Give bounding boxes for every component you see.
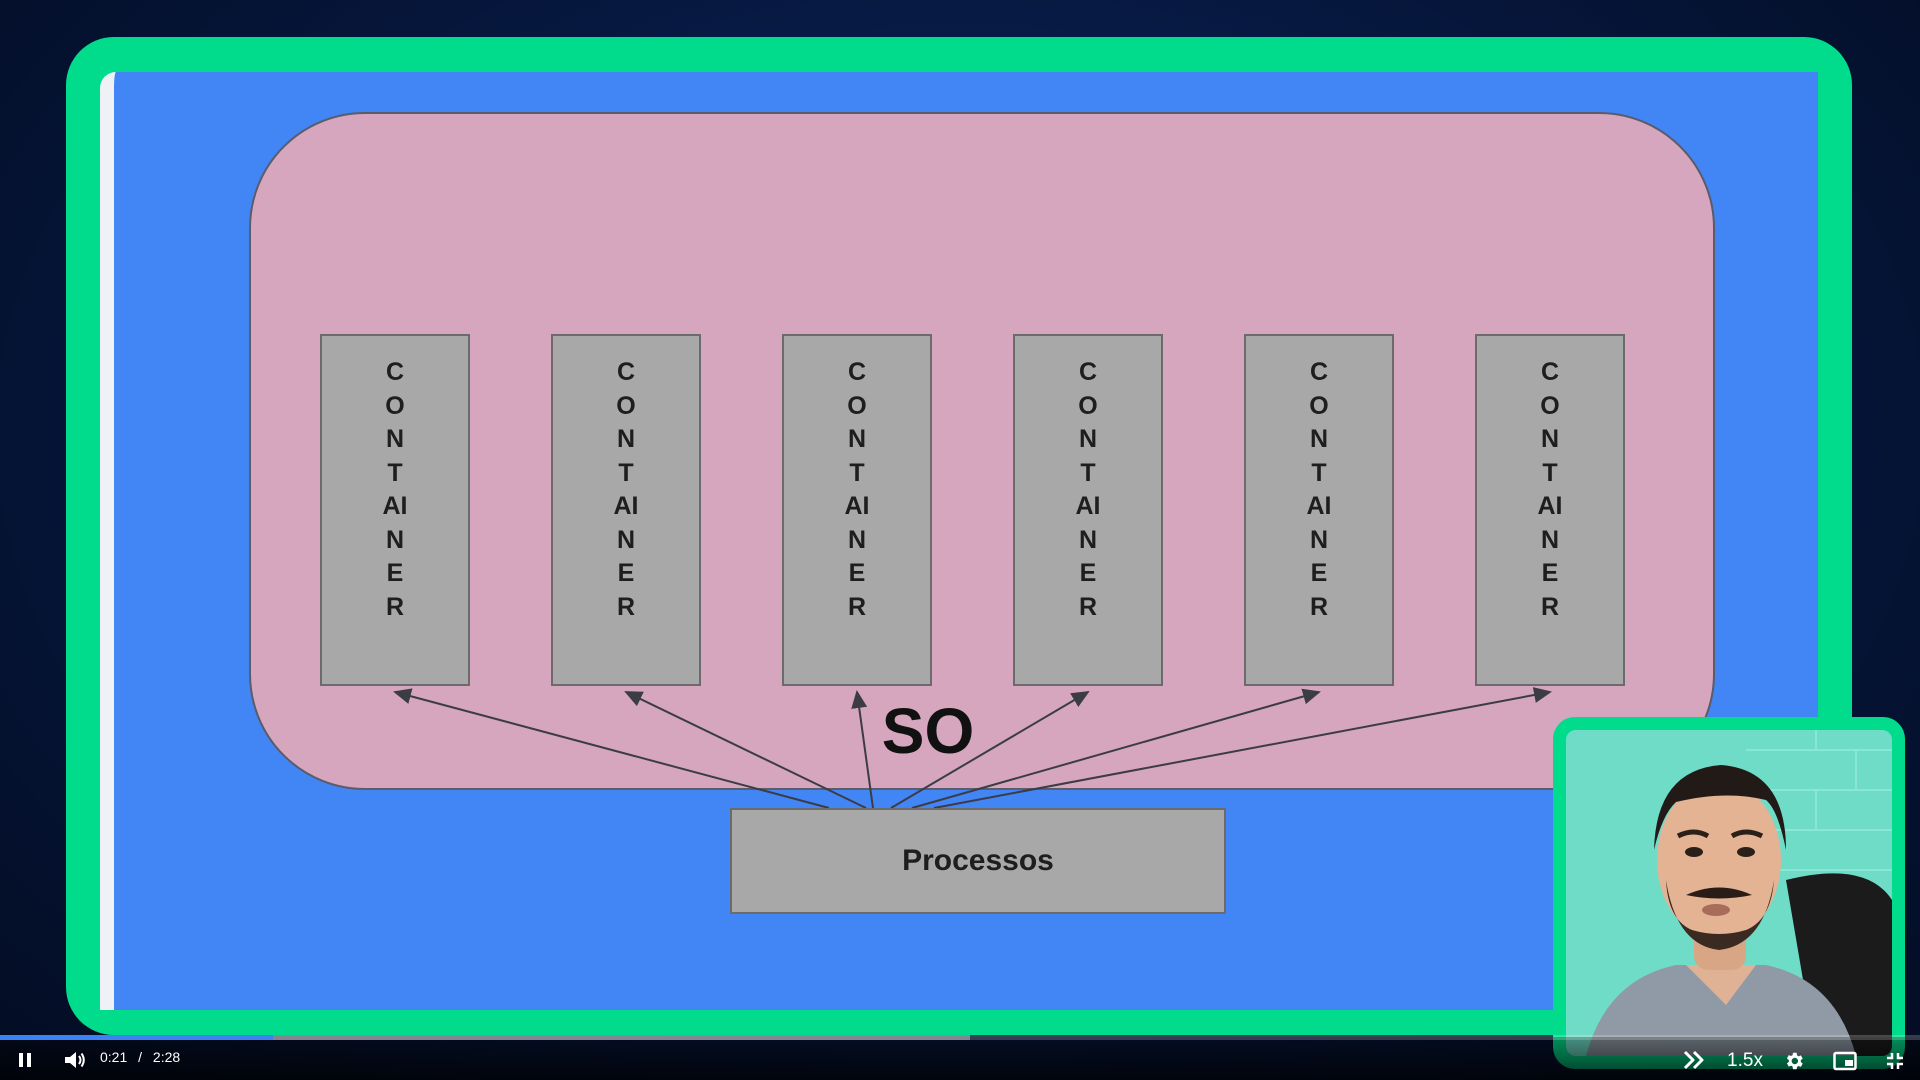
progress-played bbox=[0, 1035, 273, 1040]
container-box: CONTAINER bbox=[320, 334, 470, 686]
exit-fullscreen-icon bbox=[1887, 1053, 1903, 1069]
processes-label: Processos bbox=[902, 844, 1054, 877]
picture-in-picture-button[interactable] bbox=[1830, 1047, 1860, 1075]
container-label: CONTAINER bbox=[1537, 358, 1563, 621]
current-time: 0:21 bbox=[100, 1049, 128, 1065]
playback-speed-label: 1.5x bbox=[1727, 1050, 1763, 1071]
container-label: CONTAINER bbox=[613, 358, 639, 621]
pause-icon bbox=[19, 1053, 31, 1067]
exit-fullscreen-button[interactable] bbox=[1880, 1047, 1910, 1075]
os-label: SO bbox=[881, 695, 975, 767]
gear-icon bbox=[1786, 1052, 1803, 1070]
processes-box: Processos bbox=[730, 808, 1226, 914]
presenter-image bbox=[1566, 730, 1892, 1056]
volume-button[interactable] bbox=[60, 1046, 90, 1074]
os-bubble bbox=[249, 112, 1715, 790]
pause-button[interactable] bbox=[12, 1047, 38, 1073]
container-box: CONTAINER bbox=[551, 334, 701, 686]
progress-buffered bbox=[0, 1035, 970, 1040]
volume-icon bbox=[65, 1052, 85, 1068]
container-label: CONTAINER bbox=[382, 358, 408, 621]
progress-bar[interactable] bbox=[0, 1035, 1920, 1040]
time-separator: / bbox=[138, 1049, 143, 1065]
container-box: CONTAINER bbox=[1244, 334, 1394, 686]
webcam-overlay bbox=[1566, 730, 1892, 1056]
container-box: CONTAINER bbox=[1013, 334, 1163, 686]
video-frame[interactable]: CONTAINER CONTAINER CONTAINER CONTAINER … bbox=[100, 72, 1818, 1010]
playback-speed-button[interactable]: 1.5x bbox=[1722, 1046, 1768, 1076]
container-box: CONTAINER bbox=[782, 334, 932, 686]
container-label: CONTAINER bbox=[844, 358, 870, 621]
time-display: 0:21 / 2:28 bbox=[100, 1049, 180, 1065]
duration: 2:28 bbox=[152, 1049, 181, 1065]
settings-button[interactable] bbox=[1780, 1047, 1808, 1075]
container-label: CONTAINER bbox=[1075, 358, 1101, 621]
skip-forward-button[interactable] bbox=[1680, 1046, 1710, 1074]
container-box: CONTAINER bbox=[1475, 334, 1625, 686]
skip-forward-icon bbox=[1683, 1050, 1704, 1070]
picture-in-picture-icon bbox=[1833, 1051, 1857, 1071]
container-label: CONTAINER bbox=[1306, 358, 1332, 621]
architecture-diagram: CONTAINER CONTAINER CONTAINER CONTAINER … bbox=[114, 72, 1818, 1010]
player-controls-bar bbox=[0, 1037, 1920, 1080]
